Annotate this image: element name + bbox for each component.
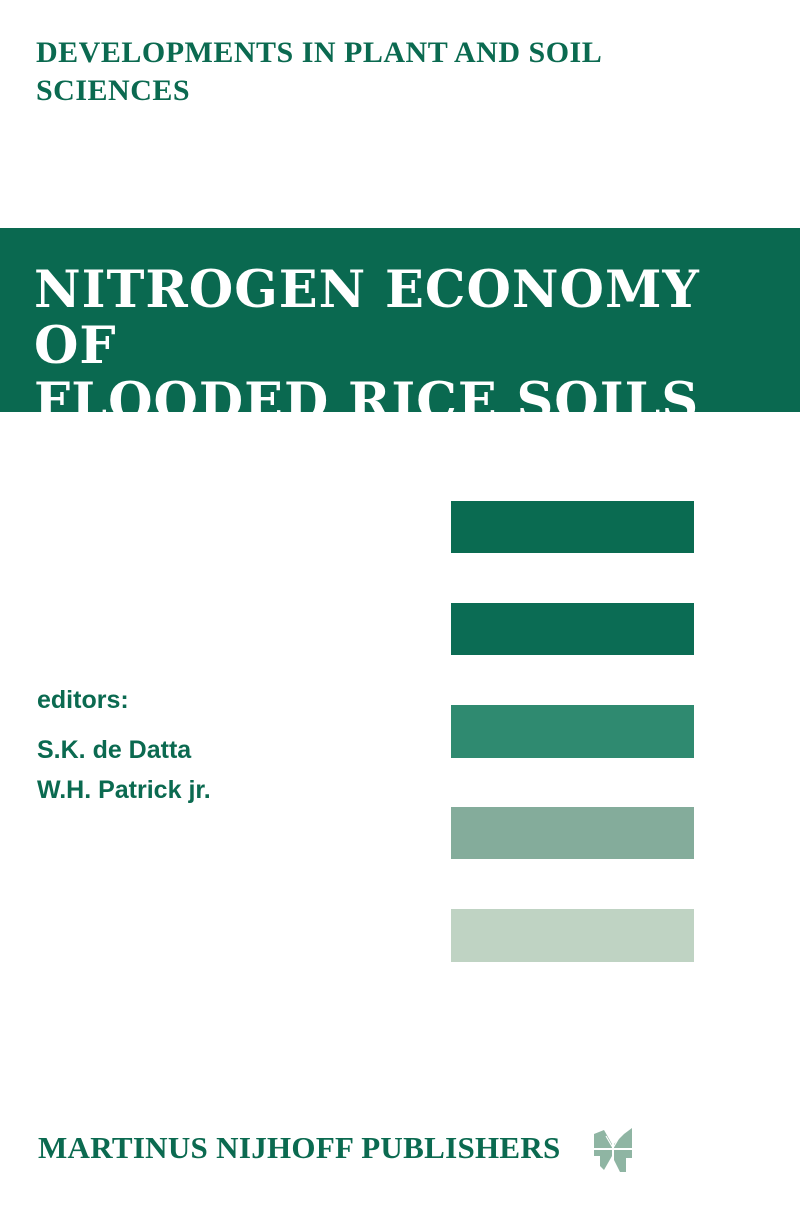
editors-label: editors: [37,686,129,714]
book-title-line: NITROGEN ECONOMY OF [34,260,700,376]
series-title: DEVELOPMENTS IN PLANT AND SOIL SCIENCES [36,34,602,110]
decorative-bar [451,603,694,655]
decorative-bar [451,807,694,859]
decorative-bar [451,909,694,962]
publisher-logo-icon [594,1128,632,1172]
editors-block: editors: S.K. de Datta W.H. Patrick jr. [37,685,211,805]
series-title-line: SCIENCES [36,74,191,107]
decorative-bar [451,705,694,758]
series-title-line: DEVELOPMENTS IN PLANT AND SOIL [36,36,603,69]
book-title-line: FLOODED RICE SOILS [34,372,700,432]
editor-name: S.K. de Datta [37,736,192,764]
publisher-name: MARTINUS NIJHOFF PUBLISHERS [38,1130,561,1165]
title-band [0,228,800,412]
decorative-bar [451,501,694,553]
editor-name: W.H. Patrick jr. [37,776,211,804]
book-title: NITROGEN ECONOMY OF FLOODED RICE SOILS [34,262,800,430]
